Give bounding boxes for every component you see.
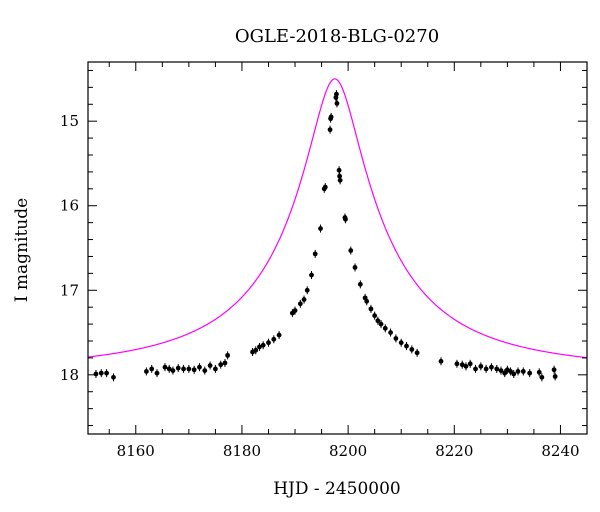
data-point [328, 114, 334, 120]
data-point [98, 370, 104, 376]
data-point [104, 370, 109, 376]
data-point [253, 347, 259, 353]
data-point [551, 367, 557, 373]
data-point [454, 361, 460, 367]
x-axis-label: HJD - 2450000 [273, 479, 401, 499]
data-point [271, 336, 277, 342]
x-tick-label: 8240 [541, 442, 579, 460]
data-point [473, 366, 478, 372]
axis-ticks-layer: 8160 8180 8200 8220 8240 15 16 17 18 [60, 62, 588, 460]
data-point [483, 366, 489, 372]
x-tick-label: 8200 [329, 442, 367, 460]
data-point [343, 216, 348, 222]
data-point [378, 321, 384, 327]
data-point [154, 370, 160, 376]
data-point [337, 177, 343, 183]
data-point [409, 347, 415, 352]
data-point [312, 251, 318, 257]
data-point [536, 369, 542, 375]
x-tick-label: 8160 [117, 442, 155, 460]
data-point [186, 366, 192, 372]
data-point [309, 272, 314, 278]
data-point [175, 365, 181, 371]
data-point [191, 367, 197, 373]
data-point [162, 364, 168, 370]
x-tick-label: 8220 [435, 442, 473, 460]
y-tick-label: 15 [60, 112, 79, 130]
data-point [327, 127, 333, 133]
data-point [334, 91, 339, 97]
data-point [292, 308, 298, 313]
data-point [336, 167, 342, 173]
data-point [260, 342, 266, 348]
data-point [520, 369, 526, 374]
model-curve [87, 78, 587, 359]
data-point [494, 366, 500, 372]
data-point [404, 343, 409, 349]
y-tick-label: 17 [60, 281, 79, 299]
data-point [93, 371, 99, 377]
data-point [357, 281, 363, 287]
data-point [364, 298, 370, 304]
data-point [414, 350, 420, 356]
data-point [348, 248, 354, 253]
data-point [111, 374, 116, 380]
data-point [318, 226, 323, 231]
data-point [393, 336, 399, 341]
y-axis-label: I magnitude [12, 198, 32, 302]
data-point [352, 265, 358, 270]
data-point [276, 332, 282, 338]
data-point [207, 363, 213, 368]
data-point [527, 370, 533, 376]
y-tick-label: 18 [60, 366, 79, 384]
data-point [467, 361, 473, 367]
data-point [372, 313, 378, 319]
data-point [166, 366, 172, 372]
data-point [478, 363, 484, 369]
data-point [334, 101, 340, 106]
data-point [382, 325, 388, 331]
data-point [225, 352, 231, 358]
data-point [222, 360, 228, 366]
x-tick-label: 8180 [223, 442, 261, 460]
data-point [202, 368, 208, 373]
chart-title: OGLE-2018-BLG-0270 [235, 26, 439, 47]
data-point [539, 374, 545, 380]
data-point [552, 374, 558, 379]
data-point [375, 318, 381, 324]
data-point [489, 364, 494, 370]
data-point [515, 369, 521, 374]
data-point [322, 184, 328, 190]
data-point [498, 368, 504, 373]
data-point [304, 287, 310, 293]
data-points-layer [93, 90, 558, 382]
data-point [388, 330, 393, 335]
data-point [511, 371, 517, 377]
data-point [459, 362, 465, 368]
data-point [257, 344, 262, 350]
data-point [149, 366, 155, 372]
data-point [368, 306, 374, 312]
data-point [337, 173, 343, 179]
plot-frame [87, 61, 588, 435]
data-point [213, 366, 218, 372]
data-point [502, 370, 508, 376]
data-point [181, 366, 186, 372]
data-point [398, 340, 404, 346]
data-point [297, 301, 303, 307]
data-point [170, 368, 176, 373]
data-point [301, 297, 307, 302]
data-point [266, 340, 271, 346]
data-point [438, 358, 444, 364]
data-point [197, 364, 202, 370]
y-tick-label: 16 [60, 197, 79, 215]
model-curve-layer [87, 78, 587, 359]
data-point [218, 362, 224, 368]
data-point [463, 363, 469, 369]
data-point [143, 369, 149, 374]
